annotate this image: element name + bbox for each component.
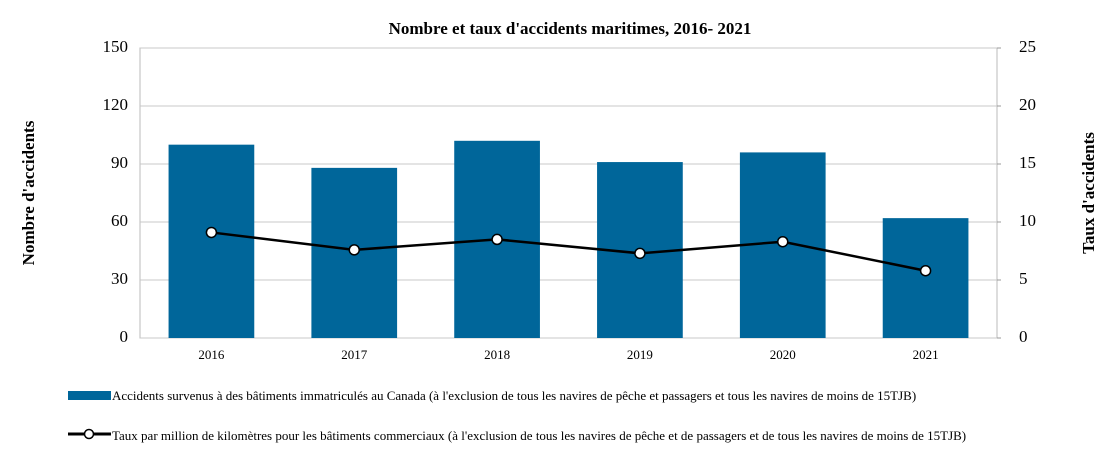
line-marker xyxy=(777,235,789,248)
bar xyxy=(882,218,969,338)
chart-title: Nombre et taux d'accidents maritimes, 20… xyxy=(389,19,752,38)
y2-tick-label: 10 xyxy=(1019,211,1036,230)
line-marker xyxy=(491,233,503,246)
line xyxy=(211,231,926,272)
y-tick-label: 120 xyxy=(103,95,129,114)
y2-tick-label: 20 xyxy=(1019,95,1036,114)
y2-tick-label: 0 xyxy=(1019,327,1028,346)
x-tick-label: 2018 xyxy=(484,347,510,362)
plot-area xyxy=(139,47,998,339)
x-tick-label: 2016 xyxy=(198,347,225,362)
y-tick-label: 30 xyxy=(111,269,128,288)
line-marker xyxy=(205,226,218,239)
legend-label: Taux par million de kilomètres pour les … xyxy=(112,428,967,443)
y-tick-label: 150 xyxy=(103,37,129,56)
x-tick-label: 2019 xyxy=(627,347,653,362)
legend-swatch-marker xyxy=(83,428,95,440)
y-tick-label: 90 xyxy=(111,153,128,172)
line-marker xyxy=(919,264,932,277)
bar xyxy=(168,144,255,338)
legend-label: Accidents survenus à des bâtiments immat… xyxy=(112,388,917,403)
line-marker xyxy=(348,244,360,256)
y2-axis-label: Taux d'accidents xyxy=(1079,132,1098,254)
x-tick-label: 2021 xyxy=(913,347,939,362)
y-tick-label: 0 xyxy=(120,327,129,346)
legend-swatch-bar xyxy=(68,391,111,400)
line-marker xyxy=(634,247,646,260)
y2-tick-label: 25 xyxy=(1019,37,1036,56)
x-tick-label: 2020 xyxy=(770,347,796,362)
y2-tick-label: 15 xyxy=(1019,153,1036,172)
y-axis-label: Nombre d'accidents xyxy=(19,120,38,265)
y-tick-label: 60 xyxy=(111,211,128,230)
x-tick-label: 2017 xyxy=(341,347,368,362)
y2-tick-label: 5 xyxy=(1019,269,1028,288)
